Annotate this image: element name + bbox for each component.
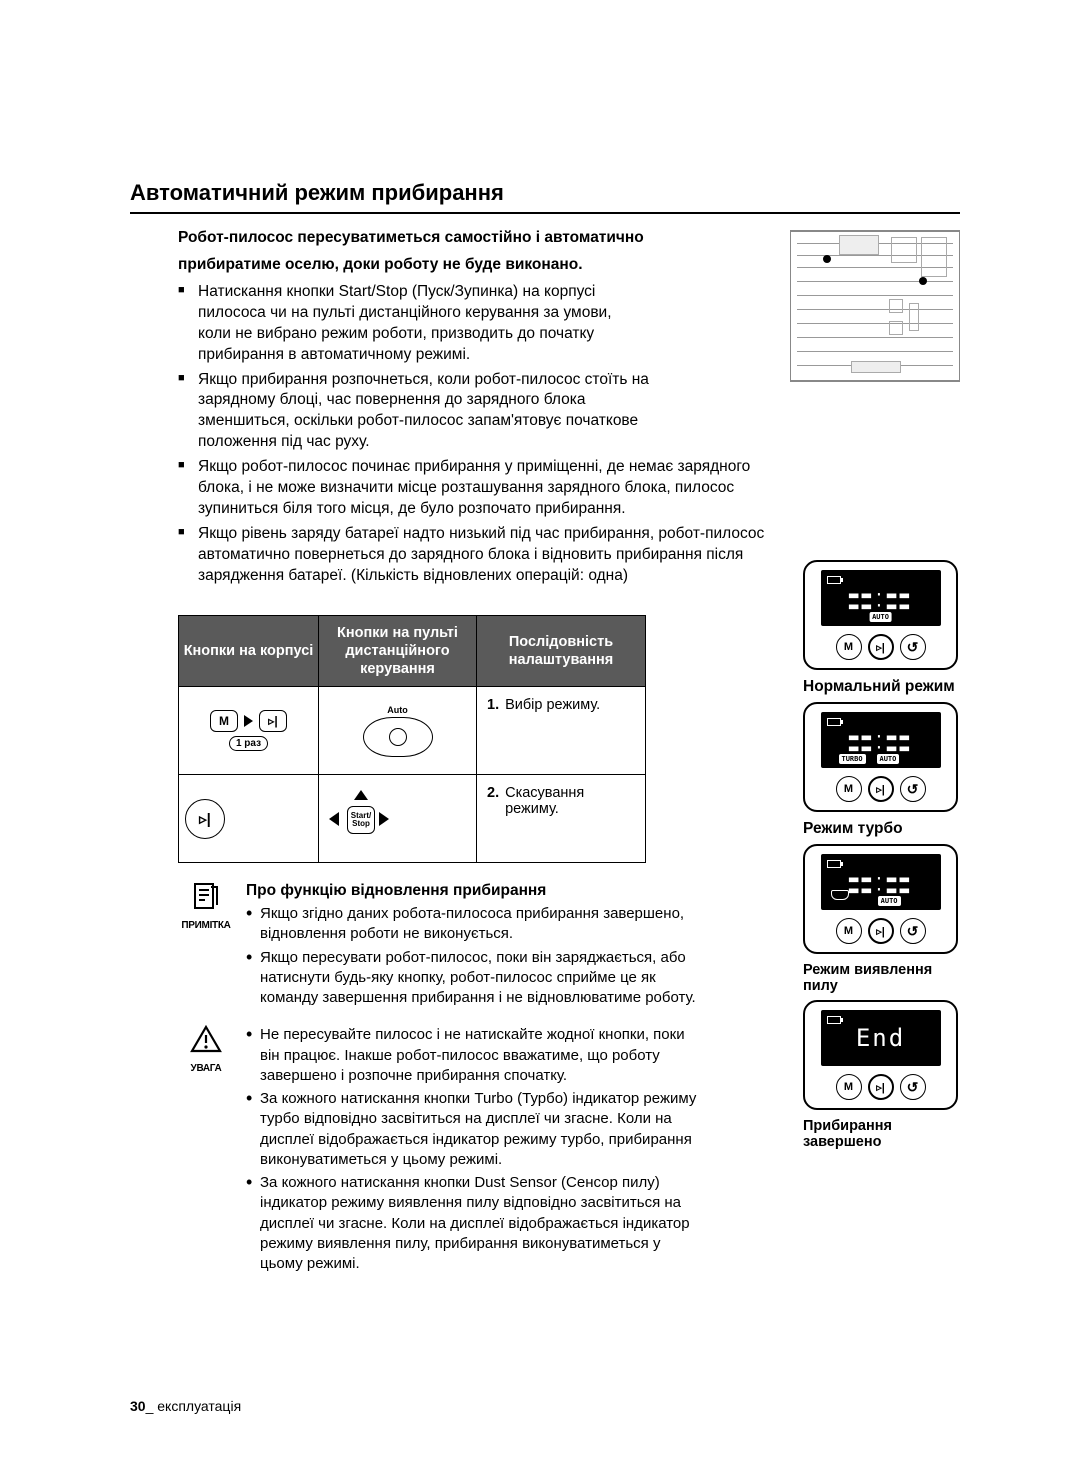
table-header: Кнопки на корпусі [179,615,319,686]
play-icon: ▹| [868,634,894,660]
mode-caption-dust: Режим виявлення пилу [803,962,958,994]
intro-bold-line-1: Робот-пилосос пересуватиметься самостійн… [178,228,780,249]
auto-label: Auto [387,705,408,715]
m-icon: M [836,918,862,944]
play-icon [244,715,253,727]
remote-auto-button-icon [363,717,433,757]
note-icon-caption: ПРИМІТКА [178,919,234,933]
warning-item: За кожного натискання кнопки Dust Sensor… [246,1173,698,1274]
seq-text: Вибір режиму. [505,697,600,713]
table-cell-remote-1: Auto [319,687,477,775]
intro-bullets: Натискання кнопки Start/Stop (Пуск/Зупин… [178,282,780,587]
recharge-icon: ↺ [900,918,926,944]
warning-item: За кожного натискання кнопки Turbo (Турб… [246,1089,698,1170]
seq-number: 2. [487,785,499,817]
warning-item: Не пересувайте пилосос і не натискайте ж… [246,1025,698,1086]
display-done: End M ▹| ↺ [803,1000,958,1110]
note-item: Якщо згідно даних робота-пилососа прибир… [246,904,698,945]
mode-table: Кнопки на корпусі Кнопки на пульті диста… [178,615,646,863]
recharge-icon: ↺ [900,1074,926,1100]
warning-block: УВАГА Не пересувайте пилосос і не натиск… [178,1025,698,1277]
note-block: ПРИМІТКА Про функцію відновлення прибира… [178,881,698,1011]
recharge-icon: ↺ [900,776,926,802]
play-pause-button-icon: ▹| [185,799,225,839]
table-header: Послідовність налаштування [477,615,646,686]
play-icon: ▹| [868,1074,894,1100]
bullet-item: Якщо робот-пилосос починає прибирання у … [178,457,780,520]
table-cell-body-buttons-1: M ▹| 1 раз [179,687,319,775]
seq-number: 1. [487,697,499,713]
intro-bold-line-2: прибиратиме оселю, доки роботу не буде в… [178,255,780,276]
table-header: Кнопки на пульті дистанційного керування [319,615,477,686]
bullet-item: Натискання кнопки Start/Stop (Пуск/Зупин… [178,282,648,366]
note-heading: Про функцію відновлення прибирання [246,881,698,902]
display-modes-column: ▬▬·▬▬▬▬·▬▬ AUTO M ▹| ↺ Нормальний режим … [803,560,958,1156]
section-title: Автоматичний режим прибирання [130,180,960,214]
table-cell-sequence-1: 1. Вибір режиму. [477,687,646,775]
bullet-item: Якщо рівень заряду батареї надто низький… [178,524,780,587]
next-button-icon: ▹| [259,710,287,732]
turbo-badge: TURBO [839,754,866,764]
mode-caption-normal: Нормальний режим [803,678,958,696]
mode-caption-done: Прибирання завершено [803,1118,958,1150]
auto-badge: AUTO [869,612,892,622]
floorplan-illustration [790,230,960,382]
end-text: End [856,1024,905,1052]
auto-badge: AUTO [877,754,900,764]
table-cell-sequence-2: 2. Скасування режиму. [477,775,646,863]
seq-text: Скасування [505,785,584,801]
section-label: _ експлуатація [146,1398,242,1414]
display-normal: ▬▬·▬▬▬▬·▬▬ AUTO M ▹| ↺ [803,560,958,670]
start-stop-label: Start/ Stop [347,806,375,834]
warning-icon [190,1025,222,1053]
recharge-icon: ↺ [900,634,926,660]
m-icon: M [836,634,862,660]
play-icon: ▹| [868,776,894,802]
warning-icon-caption: УВАГА [178,1062,234,1076]
display-turbo: ▬▬·▬▬▬▬·▬▬ TURBO AUTO M ▹| ↺ [803,702,958,812]
press-once-label: 1 раз [229,736,268,751]
auto-badge: AUTO [878,896,901,906]
m-icon: M [836,776,862,802]
mode-caption-turbo: Режим турбо [803,820,958,838]
page-footer: 30_ експлуатація [130,1398,241,1414]
note-item: Якщо пересувати робот-пилосос, поки він … [246,948,698,1009]
m-icon: M [836,1074,862,1100]
page-number: 30 [130,1398,146,1414]
seq-text: режиму. [505,801,559,817]
note-icon [191,881,221,911]
table-cell-body-buttons-2: ▹| [179,775,319,863]
m-button-icon: M [210,710,238,732]
dpad-icon: Start/ Stop [325,788,395,850]
play-icon: ▹| [868,918,894,944]
display-dust: ▬▬·▬▬▬▬·▬▬ AUTO M ▹| ↺ [803,844,958,954]
bullet-item: Якщо прибирання розпочнеться, коли робот… [178,370,668,454]
table-cell-remote-2: Start/ Stop [319,775,477,863]
